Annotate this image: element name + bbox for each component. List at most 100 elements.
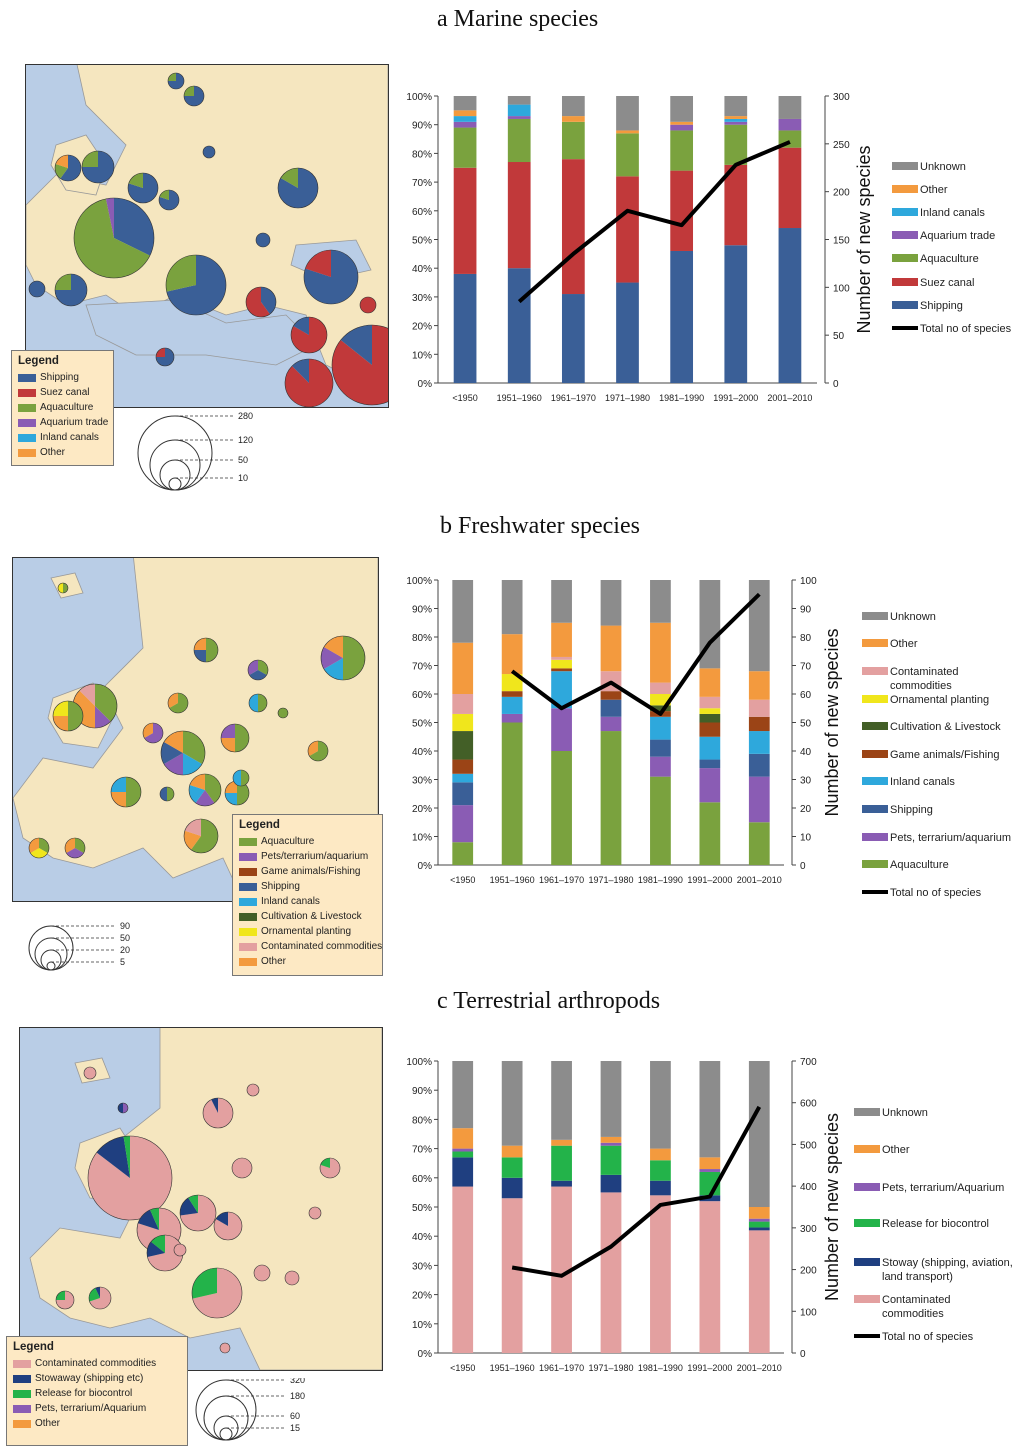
terrestrial-pies <box>55 1066 341 1354</box>
bar-segment <box>501 674 523 692</box>
pie-outline <box>320 635 366 681</box>
legend-item: Suez canal <box>18 385 107 400</box>
pie-slice <box>66 848 84 858</box>
chart-legend-label: Unknown <box>882 1107 928 1119</box>
chart-legend-label: Aquaculture <box>920 253 979 265</box>
map-pie <box>64 837 86 859</box>
pie-slice <box>184 86 194 96</box>
pie-slice <box>147 1241 165 1258</box>
bar-segment <box>724 164 748 246</box>
y2-tick-label: 700 <box>800 1057 817 1068</box>
y-tick-label: 100% <box>406 92 432 103</box>
bar-segment <box>561 116 585 122</box>
legend-item: Cultivation & Livestock <box>239 909 376 924</box>
bar-segment <box>600 1061 622 1137</box>
legend-label: Aquarium trade <box>40 417 109 428</box>
marine-pies <box>28 72 388 407</box>
pie-slice <box>79 684 95 706</box>
bar-segment <box>650 739 671 757</box>
bar-segment <box>616 176 639 283</box>
pie-slice <box>95 706 111 728</box>
bar-segment <box>650 776 671 865</box>
bar-segment <box>507 118 531 163</box>
bar-segment <box>699 736 721 760</box>
bar-segment <box>748 1207 770 1219</box>
y-tick-label: 60% <box>412 1174 432 1185</box>
pie-outline <box>54 154 82 182</box>
pie-slice <box>105 198 114 238</box>
pie-outline <box>87 1135 173 1221</box>
bar-segment <box>699 580 721 669</box>
bar-segment <box>616 282 639 383</box>
map-pie <box>110 776 142 808</box>
bar-segment <box>650 716 671 740</box>
pie-slice <box>292 359 309 383</box>
total-species-line <box>511 1105 762 1278</box>
pie-slice <box>194 650 206 662</box>
pie-outline <box>52 700 84 732</box>
y2-tick-label: 50 <box>800 719 812 730</box>
pie-slice <box>147 1235 183 1271</box>
map-pie <box>28 837 50 859</box>
y-tick-label: 10% <box>412 350 432 361</box>
pie-slice <box>235 724 249 752</box>
bar-segment <box>650 1148 671 1161</box>
chart-legend-swatch <box>862 805 888 813</box>
pie-slice <box>206 638 218 662</box>
pie-slice <box>55 155 68 168</box>
pie-slice <box>246 287 270 317</box>
freshwater-pies <box>28 582 366 859</box>
size-key-label: 320 <box>290 1378 305 1385</box>
bar-segment <box>452 713 474 732</box>
pie-slice <box>309 1207 321 1219</box>
bar-segment <box>748 731 770 754</box>
map-pie <box>88 1286 112 1310</box>
y-tick-label: 40% <box>412 264 432 275</box>
y-tick-label: 60% <box>412 690 432 701</box>
legend-item: Aquaculture <box>239 834 376 849</box>
map-pie <box>87 1135 173 1221</box>
legend-label: Cultivation & Livestock <box>261 911 362 922</box>
chart-legend-swatch <box>862 612 888 620</box>
map-pie <box>277 167 319 209</box>
freshwater-size-key: 90 50 20 5 <box>28 921 130 971</box>
chart-legend-label: Total no of species <box>920 323 1012 335</box>
legend-swatch <box>239 927 257 936</box>
y-tick-label: 100% <box>406 1057 432 1068</box>
pie-slice <box>150 1208 159 1230</box>
legend-item: Aquarium trade <box>18 415 109 430</box>
bar-segment <box>778 96 802 119</box>
map-pie <box>179 1194 217 1232</box>
pie-slice <box>126 777 141 807</box>
chart-legend-swatch <box>892 185 918 193</box>
y2-tick-label: 400 <box>800 1182 817 1193</box>
pie-slice <box>309 741 328 761</box>
pie-slice <box>321 647 343 669</box>
chart-legend-swatch <box>862 722 888 730</box>
bar-segment <box>699 759 721 769</box>
pie-slice <box>194 638 206 650</box>
bar-segment <box>699 1169 721 1172</box>
pie-slice <box>118 1103 123 1113</box>
y-tick-label: 0% <box>418 861 433 872</box>
bar-segment <box>650 1160 671 1181</box>
y2-tick-label: 60 <box>800 690 812 701</box>
bar-segment <box>551 668 572 672</box>
pie-slice <box>95 1287 100 1298</box>
y2-tick-label: 100 <box>833 283 850 294</box>
pie-slice <box>285 359 334 407</box>
x-tick-label: 1951–1960 <box>490 875 535 885</box>
x-tick-label: 2001–2010 <box>737 875 782 885</box>
legend-item: Release for biocontrol <box>13 1386 181 1401</box>
legend-label: Contaminated commodities <box>35 1358 157 1369</box>
map-pie <box>219 1342 231 1354</box>
bar-segment <box>453 127 477 168</box>
pie-outline <box>219 1342 231 1354</box>
marine-size-key: 280 120 50 10 <box>137 411 253 491</box>
y-tick-label: 20% <box>412 1291 432 1302</box>
x-tick-label: 2001–2010 <box>737 1363 782 1373</box>
map-pie <box>319 1157 341 1179</box>
map-pie <box>57 582 69 594</box>
legend-swatch <box>13 1389 31 1398</box>
